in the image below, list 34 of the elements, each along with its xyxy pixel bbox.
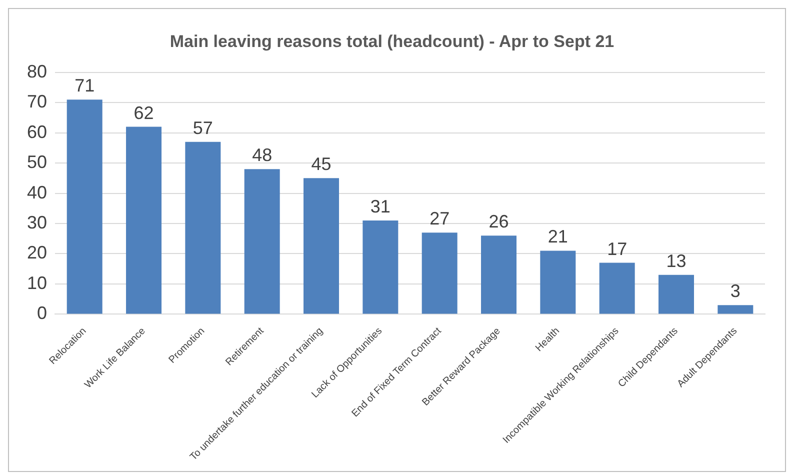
data-label: 3 (730, 281, 740, 302)
chart-title: Main leaving reasons total (headcount) - Apr to Sept 21 (170, 32, 614, 51)
y-tick-label: 0 (37, 303, 48, 324)
bar (185, 142, 221, 314)
data-label: 62 (134, 102, 154, 123)
y-tick-label: 70 (26, 92, 48, 112)
y-tick-label: 30 (26, 212, 48, 232)
data-label: 13 (666, 250, 686, 271)
data-label: 17 (607, 238, 628, 259)
y-tick-label: 20 (26, 242, 48, 263)
bar (540, 250, 576, 314)
y-tick-label: 40 (26, 182, 48, 202)
bar (244, 169, 280, 314)
bar (718, 305, 754, 314)
bar (304, 178, 340, 314)
y-tick-label: 80 (26, 61, 48, 82)
bar (362, 220, 398, 314)
data-label: 21 (548, 226, 568, 247)
bar (599, 262, 635, 314)
data-label: 45 (311, 154, 332, 174)
data-label: 27 (430, 208, 450, 229)
bar (126, 126, 162, 314)
data-label: 31 (370, 196, 390, 216)
data-label: 48 (252, 145, 272, 166)
data-label: 71 (74, 76, 95, 96)
bar (481, 236, 517, 314)
data-label: 57 (192, 118, 213, 138)
data-label: 26 (488, 212, 509, 232)
bar (422, 232, 458, 314)
bar (658, 274, 694, 314)
y-tick-label: 50 (26, 152, 48, 172)
bar (66, 100, 102, 314)
y-tick-label: 60 (26, 122, 48, 142)
y-tick-label: 10 (26, 272, 48, 293)
